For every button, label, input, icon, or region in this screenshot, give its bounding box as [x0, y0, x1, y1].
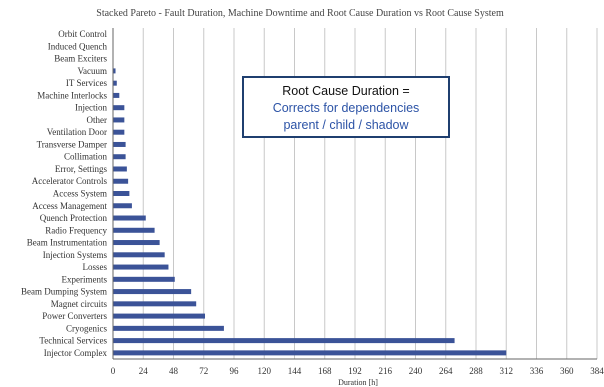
x-tick-label: 96 — [230, 366, 240, 376]
category-label: Power Converters — [42, 311, 107, 321]
bar — [113, 141, 126, 147]
bar — [113, 301, 197, 307]
category-label: Injection — [75, 103, 107, 113]
category-label: Injection Systems — [43, 250, 108, 260]
bar — [113, 252, 165, 258]
x-axis-label: Duration [h] — [338, 378, 378, 387]
category-label: Accelerator Controls — [32, 176, 108, 186]
category-label: Machine Interlocks — [37, 90, 107, 100]
category-label: Losses — [83, 262, 108, 272]
x-tick-label: 192 — [348, 366, 362, 376]
x-tick-label: 288 — [469, 366, 483, 376]
x-tick-label: 264 — [439, 366, 453, 376]
category-labels: Orbit Control Induced Quench Beam Exciters… — [21, 29, 108, 358]
x-tick-label: 144 — [288, 366, 302, 376]
bar — [113, 203, 132, 209]
x-tick-label: 360 — [560, 366, 574, 376]
category-label: Access Management — [32, 201, 107, 211]
bar — [113, 215, 146, 221]
x-tick-label: 168 — [318, 366, 332, 376]
bar — [113, 105, 125, 111]
bar — [113, 276, 175, 282]
category-label: Experiments — [62, 274, 108, 284]
category-label: Injector Complex — [44, 348, 108, 358]
bar — [113, 154, 126, 160]
category-label: Technical Services — [39, 336, 107, 346]
x-tick-label: 48 — [169, 366, 179, 376]
bar — [113, 338, 455, 344]
x-tick-label: 216 — [379, 366, 393, 376]
bar — [113, 313, 206, 319]
category-label: Cryogenics — [66, 323, 107, 333]
bar — [113, 350, 507, 356]
x-tick-label: 120 — [258, 366, 272, 376]
bar — [113, 227, 155, 233]
category-label: Induced Quench — [48, 41, 108, 51]
x-tick-label: 336 — [530, 366, 544, 376]
bar — [113, 68, 116, 74]
x-tick-label: 72 — [199, 366, 208, 376]
x-tick-label: 24 — [139, 366, 149, 376]
category-label: Other — [87, 115, 108, 125]
category-label: Vacuum — [78, 66, 108, 76]
x-tick-label: 0 — [111, 366, 116, 376]
category-label: Ventilation Door — [47, 127, 107, 137]
bar — [113, 264, 169, 270]
category-label: Beam Exciters — [54, 54, 107, 64]
tick-labels: 0 24 48 72 96 120 144 168 192 216 240 264 288 312 336 3… — [111, 366, 604, 376]
category-label: IT Services — [66, 78, 108, 88]
bar — [113, 191, 130, 196]
axes — [112, 28, 597, 360]
annotation-heading: Root Cause Duration = — [282, 84, 410, 98]
bar — [113, 129, 125, 135]
bars — [113, 68, 507, 356]
category-label: Access System — [53, 189, 107, 199]
bar — [113, 325, 224, 331]
bar — [113, 80, 117, 86]
category-label: Error, Settings — [55, 164, 108, 174]
category-label: Quench Protection — [40, 213, 108, 223]
category-label: Radio Frequency — [45, 225, 107, 235]
annotation-line-1: Corrects for dependencies — [272, 101, 420, 115]
category-label: Orbit Control — [58, 29, 107, 39]
x-tick-label: 240 — [409, 366, 423, 376]
bar — [113, 92, 120, 98]
x-tick-label: 384 — [590, 366, 604, 376]
category-label: Collimation — [64, 152, 108, 162]
category-label: Beam Instrumentation — [27, 238, 108, 248]
chart-title: Stacked Pareto - Fault Duration, Machine… — [96, 8, 504, 19]
bar — [113, 117, 125, 123]
x-tick-label: 312 — [500, 366, 514, 376]
category-label: Magnet circuits — [51, 299, 108, 309]
bar — [113, 178, 129, 184]
category-label: Transverse Damper — [37, 139, 107, 149]
bar — [113, 289, 192, 295]
annotation-box: Root Cause Duration = Corrects for depen… — [242, 76, 450, 138]
bar — [113, 166, 127, 172]
annotation-line-2: parent / child / shadow — [283, 118, 409, 132]
category-label: Beam Dumping System — [21, 287, 107, 297]
bar — [113, 240, 160, 246]
